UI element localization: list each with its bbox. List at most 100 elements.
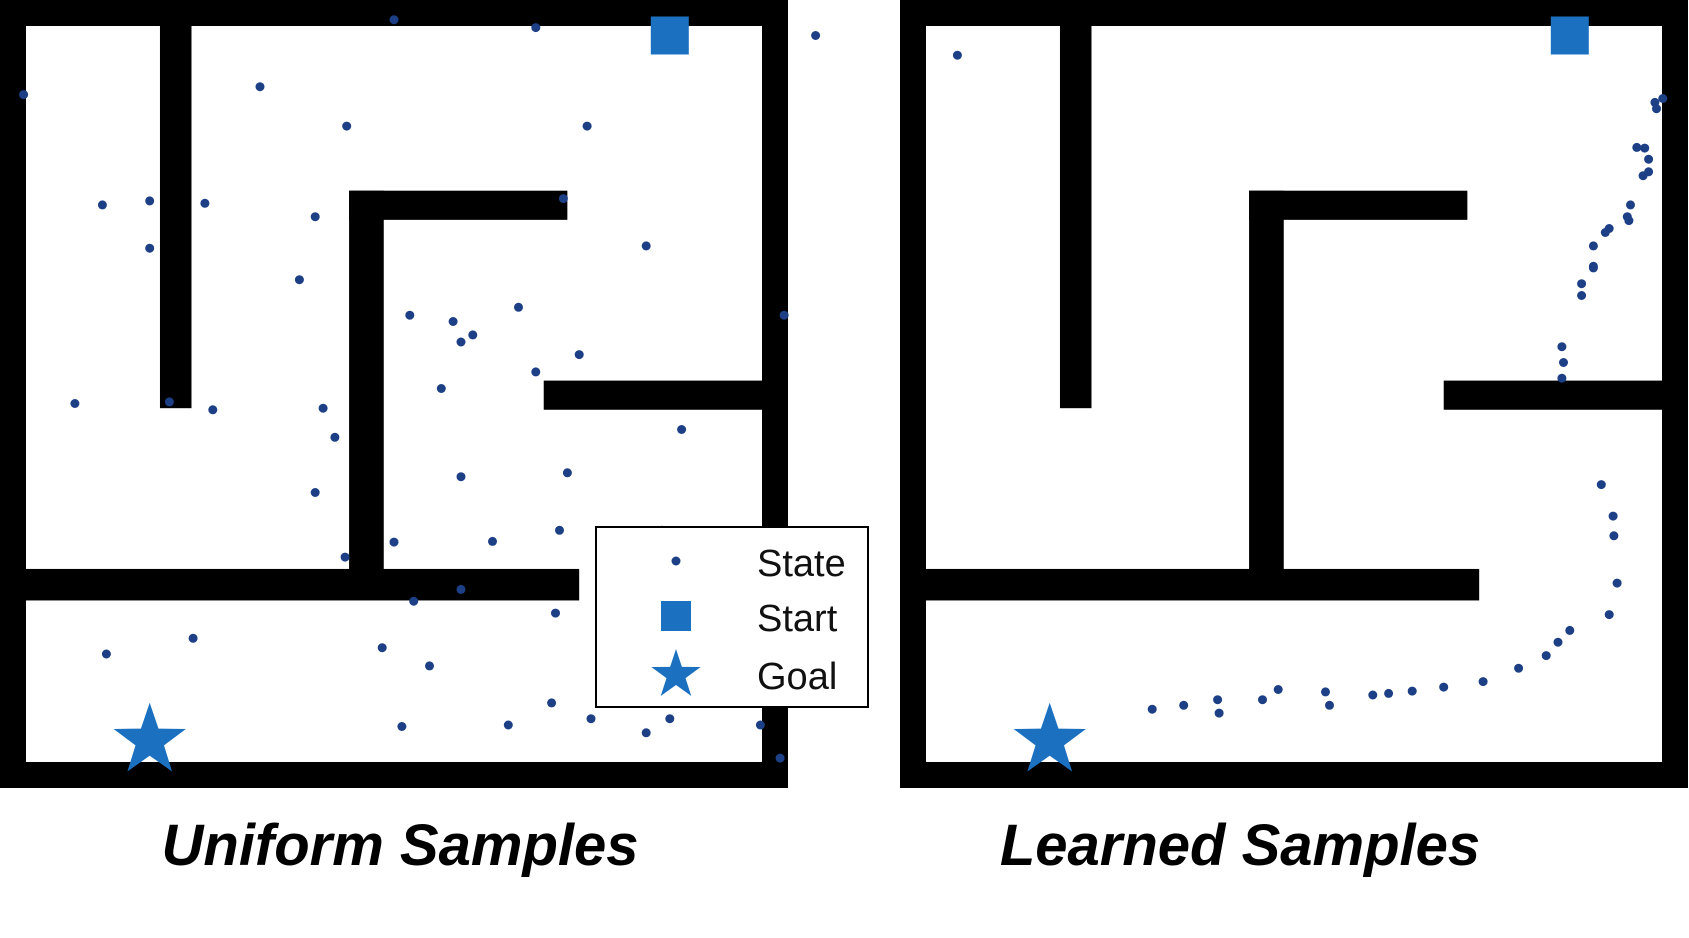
state-sample: [531, 367, 541, 377]
state-sample: [200, 198, 210, 208]
legend-goal-star: [651, 649, 701, 696]
state-sample: [641, 241, 651, 251]
state-sample: [318, 403, 328, 413]
state-sample: [1577, 291, 1587, 300]
state-sample: [1214, 708, 1224, 718]
state-sample: [1600, 228, 1610, 237]
state-sample: [1644, 154, 1654, 164]
state-sample: [586, 714, 596, 724]
state-sample: [310, 488, 320, 497]
state-sample: [1596, 480, 1606, 490]
state-sample: [377, 643, 387, 653]
state-sample: [340, 552, 350, 562]
state-sample: [1609, 531, 1619, 541]
legend-state-label: State: [757, 543, 846, 585]
state-sample: [1632, 142, 1642, 152]
maze-wall: [900, 0, 927, 788]
state-sample: [1407, 686, 1417, 696]
state-sample: [389, 537, 399, 547]
state-sample: [397, 722, 407, 731]
state-sample: [1640, 143, 1650, 153]
start-marker-learned: [1550, 16, 1589, 55]
state-sample: [1559, 358, 1568, 367]
legend-goal-marker: [651, 649, 701, 696]
state-sample: [456, 472, 466, 482]
state-sample: [1588, 263, 1598, 273]
state-sample: [562, 468, 572, 478]
state-sample: [208, 405, 218, 415]
legend-state-marker: [671, 556, 681, 566]
maze-wall: [1443, 380, 1671, 410]
state-sample: [409, 596, 419, 606]
maze-walls-learned: [900, 0, 1688, 788]
state-sample: [255, 82, 265, 92]
state-sample: [1553, 637, 1563, 647]
state-sample: [558, 194, 568, 204]
state-sample: [1514, 663, 1524, 673]
state-sample: [1612, 578, 1622, 588]
maze-wall: [1249, 190, 1284, 576]
maze-wall: [900, 761, 1688, 788]
state-samples-learned: [1147, 94, 1668, 718]
maze-panel-uniform: [0, 0, 962, 788]
caption-learned-samples: Learned Samples: [999, 813, 1481, 878]
state-sample: [1439, 682, 1449, 692]
state-sample: [188, 633, 198, 643]
state-sample: [1577, 279, 1587, 289]
goal-marker-learned: [1013, 702, 1086, 772]
state-sample: [436, 384, 446, 393]
state-sample: [1557, 373, 1567, 383]
maze-wall: [349, 190, 568, 220]
state-sample: [551, 608, 560, 618]
state-sample: [1368, 690, 1378, 700]
state-sample: [1626, 200, 1635, 210]
state-sample: [330, 432, 340, 442]
state-sample: [1541, 651, 1551, 661]
state-sample: [1565, 625, 1575, 635]
state-sample: [294, 275, 304, 285]
state-sample: [665, 714, 675, 724]
start-marker-uniform: [650, 16, 689, 55]
maze-wall: [543, 380, 771, 410]
goal-star: [1013, 702, 1086, 772]
state-sample: [811, 31, 821, 40]
state-sample: [1321, 687, 1330, 697]
state-sample: [145, 196, 155, 206]
state-sample: [755, 720, 765, 730]
state-sample: [448, 317, 458, 326]
state-sample: [1179, 700, 1189, 710]
maze-panel-learned: [900, 0, 1688, 788]
state-sample: [456, 584, 466, 594]
state-sample: [1384, 688, 1394, 698]
state-sample: [1258, 695, 1267, 705]
maze-wall: [923, 568, 1480, 601]
goal-star: [113, 702, 186, 772]
state-sample: [531, 23, 541, 33]
state-sample: [70, 399, 80, 408]
state-sample: [555, 525, 564, 535]
state-sample: [1557, 342, 1567, 352]
maze-wall: [0, 761, 788, 788]
state-sample: [97, 200, 107, 210]
maze-wall: [0, 0, 27, 788]
state-sample: [101, 649, 111, 659]
state-sample: [425, 661, 434, 671]
legend-goal-label: Goal: [757, 656, 837, 698]
state-sample: [456, 337, 466, 347]
state-sample: [1478, 677, 1488, 687]
state-sample: [641, 728, 651, 738]
maze-wall: [349, 190, 384, 576]
state-sample: [677, 425, 687, 434]
state-sample: [1147, 704, 1157, 714]
maze-wall: [1059, 26, 1092, 409]
state-sample: [582, 121, 592, 131]
state-sample: [514, 302, 523, 312]
state-sample: [1652, 104, 1661, 114]
legend-start-label: Start: [757, 598, 838, 640]
maze-wall: [159, 26, 192, 409]
state-sample: [503, 720, 513, 730]
legend-start-marker: [661, 601, 691, 631]
start-square: [650, 16, 689, 55]
state-sample: [1325, 700, 1334, 710]
state-sample: [1658, 94, 1668, 103]
